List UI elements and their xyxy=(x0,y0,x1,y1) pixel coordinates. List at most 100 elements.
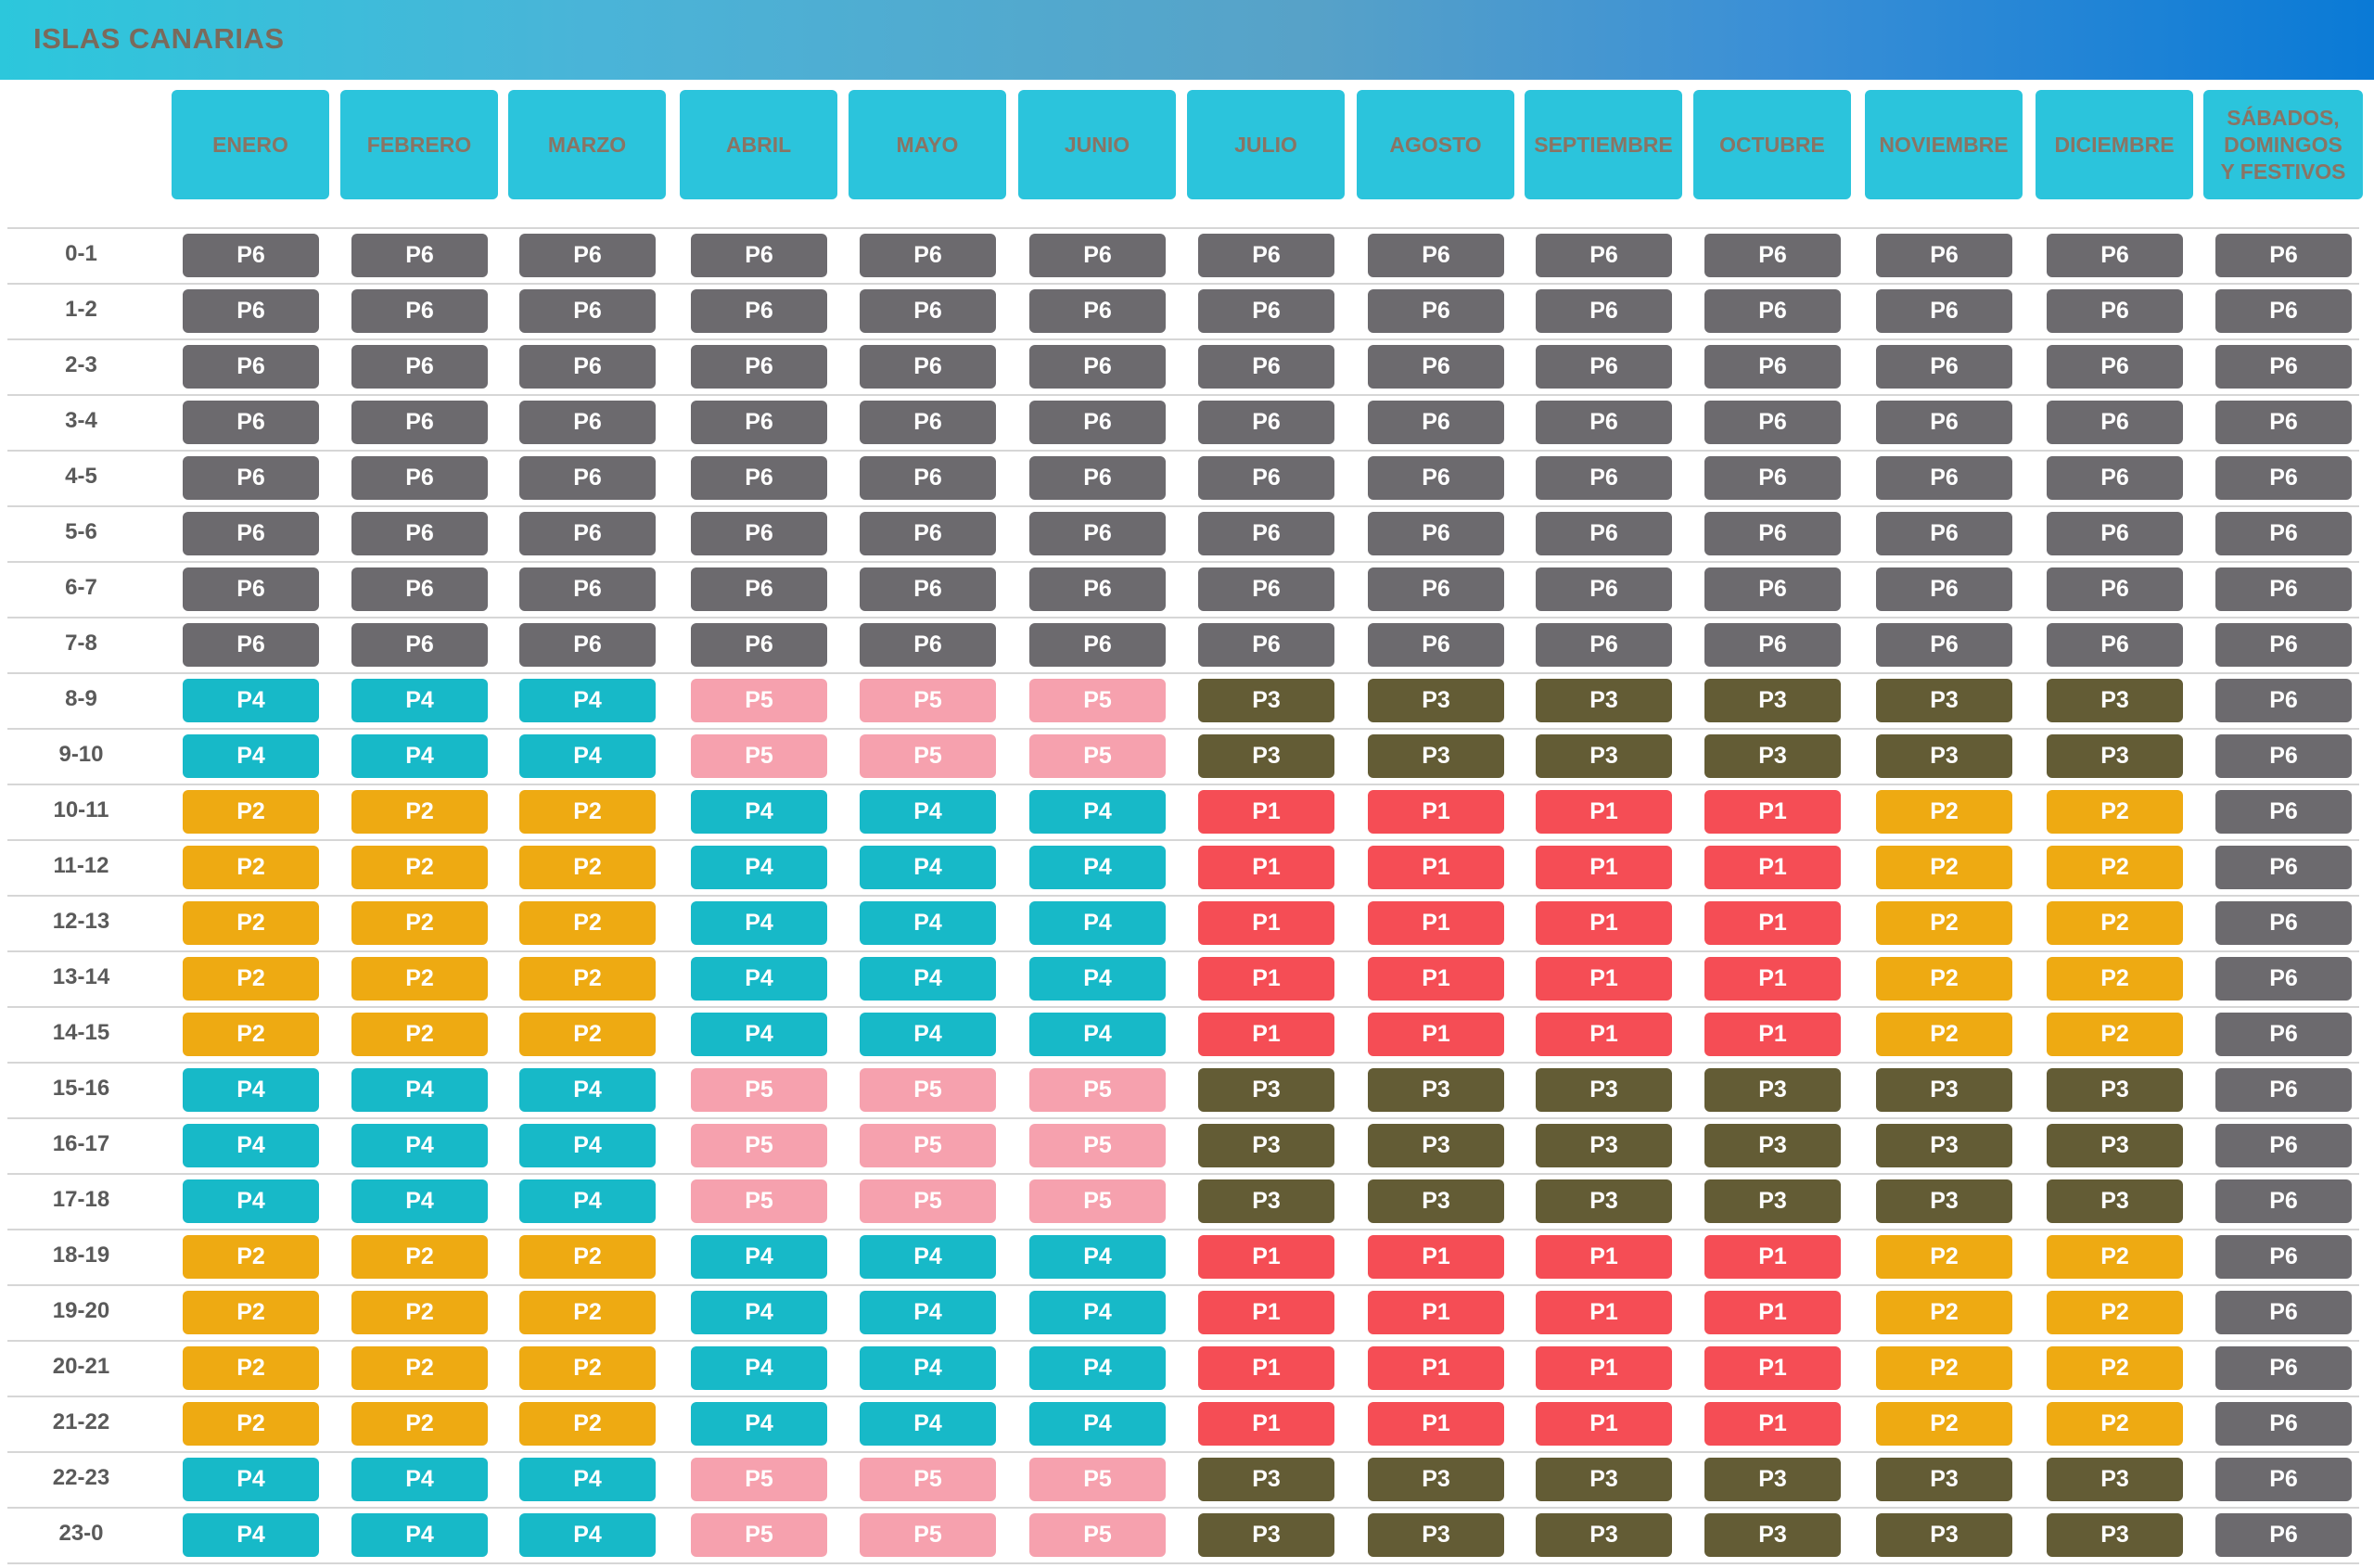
period-cell: P6 xyxy=(2215,623,2352,667)
period-cell: P4 xyxy=(1029,1346,1166,1390)
row-divider xyxy=(7,1340,2359,1342)
period-cell: P3 xyxy=(1876,1458,2012,1501)
period-cell: P6 xyxy=(1368,345,1504,389)
period-cell: P3 xyxy=(1704,1124,1841,1167)
period-cell: P6 xyxy=(1198,567,1334,611)
row-divider xyxy=(7,1562,2359,1564)
period-cell: P6 xyxy=(2215,456,2352,500)
period-cell: P6 xyxy=(2215,512,2352,555)
row-divider xyxy=(7,1451,2359,1453)
period-cell: P3 xyxy=(1368,1179,1504,1223)
period-cell: P4 xyxy=(691,790,827,834)
period-cell: P6 xyxy=(2215,567,2352,611)
period-cell: P1 xyxy=(1704,1402,1841,1446)
page-title: ISLAS CANARIAS xyxy=(33,22,285,55)
period-cell: P2 xyxy=(351,846,488,889)
period-cell: P2 xyxy=(1876,1291,2012,1334)
period-cell: P3 xyxy=(1368,1513,1504,1557)
period-cell: P6 xyxy=(519,456,656,500)
period-cell: P6 xyxy=(1198,234,1334,277)
hour-label: 0-1 xyxy=(65,241,97,266)
period-cell: P1 xyxy=(1536,1235,1672,1279)
period-cell: P6 xyxy=(2215,1291,2352,1334)
period-cell: P3 xyxy=(1198,1458,1334,1501)
period-cell: P6 xyxy=(2047,456,2183,500)
period-cell: P4 xyxy=(183,1179,319,1223)
period-cell: P3 xyxy=(1198,679,1334,722)
period-cell: P2 xyxy=(519,957,656,1001)
period-cell: P4 xyxy=(860,846,996,889)
row-divider xyxy=(7,895,2359,897)
period-cell: P1 xyxy=(1704,1291,1841,1334)
period-cell: P6 xyxy=(1368,289,1504,333)
period-cell: P6 xyxy=(1704,567,1841,611)
period-cell: P4 xyxy=(1029,901,1166,945)
period-cell: P6 xyxy=(1876,623,2012,667)
period-cell: P6 xyxy=(1029,512,1166,555)
row-divider xyxy=(7,1173,2359,1175)
period-cell: P3 xyxy=(1198,1124,1334,1167)
period-cell: P2 xyxy=(2047,1235,2183,1279)
period-cell: P3 xyxy=(1536,734,1672,778)
period-cell: P1 xyxy=(1198,1235,1334,1279)
period-cell: P6 xyxy=(1198,512,1334,555)
period-cell: P5 xyxy=(1029,1458,1166,1501)
period-cell: P3 xyxy=(2047,1179,2183,1223)
period-cell: P6 xyxy=(1536,456,1672,500)
period-cell: P2 xyxy=(1876,846,2012,889)
period-cell: P2 xyxy=(183,846,319,889)
period-cell: P6 xyxy=(1536,567,1672,611)
period-cell: P1 xyxy=(1536,957,1672,1001)
period-cell: P3 xyxy=(1536,679,1672,722)
period-cell: P4 xyxy=(519,1458,656,1501)
period-cell: P4 xyxy=(183,1068,319,1112)
period-cell: P3 xyxy=(1876,679,2012,722)
period-cell: P6 xyxy=(351,289,488,333)
column-header-abril: ABRIL xyxy=(680,90,837,199)
period-cell: P6 xyxy=(183,567,319,611)
period-cell: P1 xyxy=(1198,790,1334,834)
period-cell: P6 xyxy=(860,512,996,555)
period-cell: P6 xyxy=(183,456,319,500)
row-divider xyxy=(7,950,2359,952)
period-cell: P6 xyxy=(1029,345,1166,389)
period-cell: P6 xyxy=(351,567,488,611)
hour-label: 12-13 xyxy=(52,909,110,934)
period-cell: P2 xyxy=(2047,957,2183,1001)
period-cell: P6 xyxy=(519,567,656,611)
period-cell: P3 xyxy=(1876,734,2012,778)
period-cell: P5 xyxy=(691,734,827,778)
period-cell: P6 xyxy=(1198,401,1334,444)
row-divider xyxy=(7,1062,2359,1064)
hour-label: 16-17 xyxy=(52,1131,110,1156)
period-cell: P6 xyxy=(2215,234,2352,277)
row-divider xyxy=(7,505,2359,507)
period-cell: P3 xyxy=(1704,1179,1841,1223)
period-cell: P3 xyxy=(1536,1179,1672,1223)
period-cell: P6 xyxy=(1198,345,1334,389)
period-cell: P6 xyxy=(2215,734,2352,778)
row-divider xyxy=(7,394,2359,396)
column-header-noviembre: NOVIEMBRE xyxy=(1865,90,2023,199)
period-cell: P6 xyxy=(1029,567,1166,611)
column-header-junio: JUNIO xyxy=(1018,90,1176,199)
period-cell: P6 xyxy=(2215,679,2352,722)
period-cell: P5 xyxy=(860,1458,996,1501)
period-cell: P6 xyxy=(1198,623,1334,667)
period-cell: P2 xyxy=(183,1013,319,1056)
period-cell: P4 xyxy=(351,1513,488,1557)
period-cell: P6 xyxy=(351,512,488,555)
hour-label: 9-10 xyxy=(58,742,104,767)
period-cell: P3 xyxy=(1876,1068,2012,1112)
hour-label: 5-6 xyxy=(65,519,97,544)
period-cell: P2 xyxy=(519,1235,656,1279)
period-cell: P4 xyxy=(183,1124,319,1167)
period-cell: P6 xyxy=(2047,401,2183,444)
period-cell: P1 xyxy=(1704,790,1841,834)
column-header-agosto: AGOSTO xyxy=(1357,90,1514,199)
period-cell: P6 xyxy=(183,512,319,555)
column-header-weekends-holidays: SÁBADOS, DOMINGOS Y FESTIVOS xyxy=(2203,90,2363,199)
period-cell: P6 xyxy=(1704,345,1841,389)
period-cell: P6 xyxy=(860,345,996,389)
period-cell: P4 xyxy=(519,1068,656,1112)
